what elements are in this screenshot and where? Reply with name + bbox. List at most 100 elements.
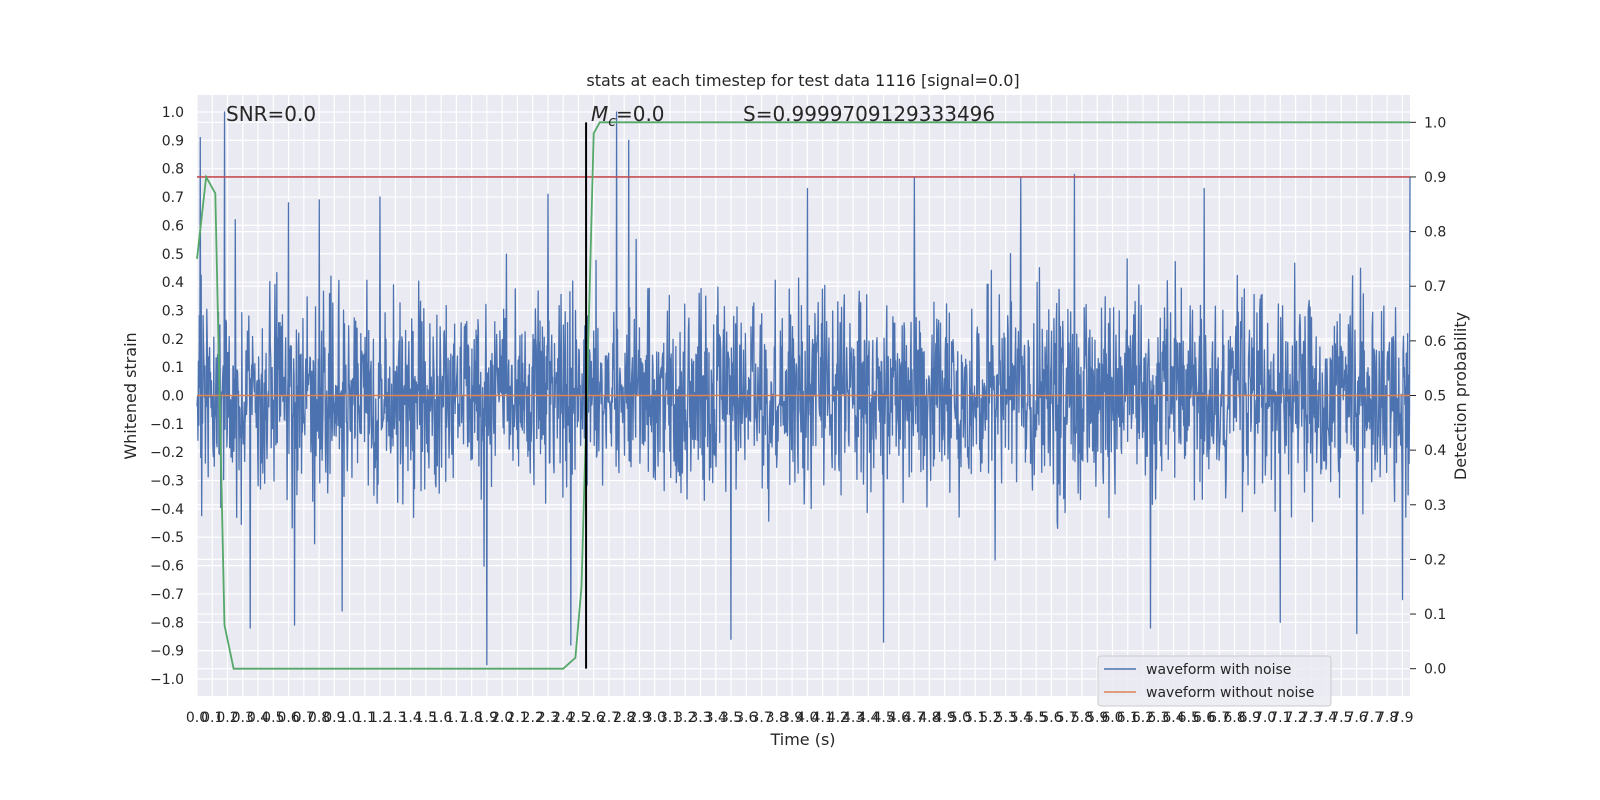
y-tick-label: −0.4 (150, 502, 184, 518)
plot-area (196, 111, 1411, 670)
x-tick-label: 4.6 (888, 710, 910, 726)
y2-tick-label: 0.0 (1424, 662, 1446, 678)
x-tick-label: 4.8 (918, 710, 940, 726)
x-tick-label: 4.9 (934, 710, 956, 726)
legend: waveform with noise waveform without noi… (1097, 655, 1332, 707)
x-tick-label: 3.0 (644, 710, 666, 726)
x-tick-label: 5.3 (995, 710, 1017, 726)
y2-tick-label: 0.5 (1424, 389, 1446, 405)
x-tick-label: 1.1 (354, 710, 376, 726)
y-tick-label: −0.5 (150, 530, 184, 546)
chart-title: stats at each timestep for test data 111… (586, 71, 1019, 90)
y-tick-label: −0.9 (150, 644, 184, 660)
x-tick-label: 6.5 (1178, 710, 1200, 726)
y-tick-label: −0.2 (150, 445, 184, 461)
x-tick-label: 0.6 (277, 710, 299, 726)
x-tick-label: 2.2 (522, 710, 544, 726)
x-tick-label: 1.9 (476, 710, 498, 726)
x-tick-label: 5.1 (964, 710, 986, 726)
legend-box (1097, 655, 1332, 707)
s-annotation: S=0.9999709129333496 (743, 102, 995, 126)
y-tick-label: 0.5 (162, 247, 184, 263)
series-detection-probability (196, 121, 1410, 670)
y2-tick-label: 0.7 (1424, 279, 1446, 295)
y2-axis-label: Detection probability (1451, 312, 1470, 480)
x-tick-label: 3.3 (689, 710, 711, 726)
x-tick-label: 0.9 (323, 710, 345, 726)
y2-tick-label: 0.9 (1424, 170, 1446, 186)
x-tick-label: 3.4 (705, 710, 727, 726)
x-tick-label: 3.9 (781, 710, 803, 726)
x-tick-label: 2.1 (506, 710, 528, 726)
x-tick-label: 6.6 (1193, 710, 1215, 726)
x-tick-label: 1.5 (415, 710, 437, 726)
x-tick-label: 5.9 (1086, 710, 1108, 726)
x-tick-label: 4.2 (827, 710, 849, 726)
y-tick-label: −0.1 (150, 417, 184, 433)
x-tick-label: 7.0 (1254, 710, 1276, 726)
x-tick-label: 4.1 (811, 710, 833, 726)
x-tick-label: 7.6 (1345, 710, 1367, 726)
x-tick-label: 5.7 (1056, 710, 1078, 726)
mc-value: =0.0 (616, 102, 665, 126)
x-tick-label: 5.6 (1040, 710, 1062, 726)
x-tick-label: 5.2 (979, 710, 1001, 726)
x-tick-label: 7.4 (1315, 710, 1337, 726)
x-tick-label: 6.7 (1208, 710, 1230, 726)
x-tick-label: 3.5 (720, 710, 742, 726)
x-tick-label: 2.0 (491, 710, 513, 726)
x-tick-label: 2.8 (613, 710, 635, 726)
x-tick-label: 6.8 (1223, 710, 1245, 726)
mc-annotation: Mc=0.0 (591, 102, 665, 130)
x-tick-label: 4.5 (872, 710, 894, 726)
y-tick-label: −0.3 (150, 474, 184, 490)
x-tick-label: 6.3 (1147, 710, 1169, 726)
y-tick-label: 0.4 (162, 275, 184, 291)
x-tick-label: 1.7 (445, 710, 467, 726)
x-tick-label: 1.0 (338, 710, 360, 726)
x-tick-label: 5.0 (949, 710, 971, 726)
x-tick-label: 1.3 (384, 710, 406, 726)
x-tick-label: 0.1 (201, 710, 223, 726)
x-tick-label: 2.6 (583, 710, 605, 726)
x-tick-label: 5.4 (1010, 710, 1032, 726)
x-tick-label: 4.7 (903, 710, 925, 726)
x-tick-label: 6.9 (1239, 710, 1261, 726)
x-tick-label: 0.7 (293, 710, 315, 726)
y2-tick-label: 0.2 (1424, 552, 1446, 568)
x-tick-label: 6.1 (1117, 710, 1139, 726)
y-tick-label: −1.0 (150, 672, 184, 688)
y-tick-label: 1.0 (162, 105, 184, 121)
x-tick-label: 0.0 (186, 710, 208, 726)
x-tick-label: 1.4 (399, 710, 421, 726)
legend-label-waveform-with-noise: waveform with noise (1146, 662, 1291, 678)
x-tick-label: 2.3 (537, 710, 559, 726)
x-tick-label: 3.7 (750, 710, 772, 726)
y-axis-label: Whitened strain (121, 332, 140, 459)
y2-tick-label: 0.1 (1424, 607, 1446, 623)
y-tick-label: 0.6 (162, 218, 184, 234)
x-tick-label: 6.0 (1101, 710, 1123, 726)
y-tick-label: −0.8 (150, 615, 184, 631)
y-tick-label: 0.7 (162, 190, 184, 206)
x-tick-label: 5.8 (1071, 710, 1093, 726)
x-tick-label: 1.8 (461, 710, 483, 726)
tick-labels: 0.00.10.20.30.40.50.60.70.80.91.01.11.21… (150, 105, 1446, 726)
mc-symbol: M (591, 102, 608, 126)
x-tick-label: 5.5 (1025, 710, 1047, 726)
x-tick-label: 0.3 (232, 710, 254, 726)
x-tick-label: 7.1 (1269, 710, 1291, 726)
y-tick-label: 0.3 (162, 303, 184, 319)
y2-tick-label: 1.0 (1424, 115, 1446, 131)
legend-label-waveform-without-noise: waveform without noise (1146, 685, 1314, 701)
y2-tick-label: 0.6 (1424, 334, 1446, 350)
x-tick-label: 1.6 (430, 710, 452, 726)
x-tick-label: 6.4 (1162, 710, 1184, 726)
x-axis-label: Time (s) (769, 730, 835, 749)
x-tick-label: 0.8 (308, 710, 330, 726)
x-tick-label: 0.4 (247, 710, 269, 726)
x-tick-label: 7.5 (1330, 710, 1352, 726)
x-tick-label: 4.4 (857, 710, 879, 726)
x-tick-label: 4.3 (842, 710, 864, 726)
